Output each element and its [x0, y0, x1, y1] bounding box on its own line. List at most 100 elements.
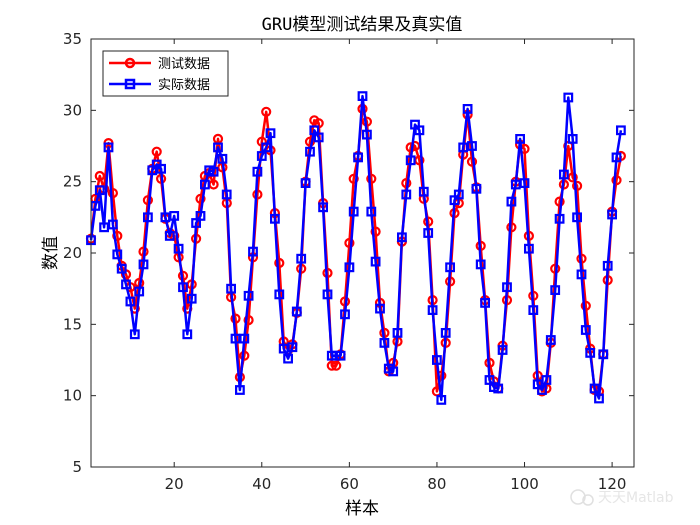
legend: 测试数据 实际数据	[102, 50, 229, 97]
data-point	[515, 134, 525, 144]
data-point	[440, 328, 451, 338]
data-point	[326, 360, 337, 371]
series-layer	[85, 91, 627, 405]
data-point	[208, 166, 219, 177]
data-point	[550, 285, 561, 295]
y-tick-label: 10	[63, 387, 82, 405]
data-point	[125, 296, 136, 307]
data-point	[226, 283, 237, 294]
data-point	[366, 206, 377, 217]
data-point	[112, 230, 123, 241]
data-point	[432, 355, 442, 365]
data-point	[388, 366, 399, 377]
data-point	[436, 370, 447, 381]
watermark-text: 天天Matlab	[598, 490, 674, 506]
data-point	[414, 125, 425, 136]
data-point	[375, 303, 385, 314]
data-point	[423, 228, 434, 238]
data-point	[545, 335, 556, 345]
data-point	[510, 179, 521, 190]
x-tick-label: 40	[252, 475, 271, 493]
data-point	[138, 259, 149, 270]
data-point	[248, 246, 258, 257]
data-point	[335, 350, 346, 361]
data-point	[392, 328, 403, 338]
legend-item-test: 测试数据	[109, 57, 210, 72]
data-point	[186, 293, 197, 304]
data-point	[523, 243, 534, 254]
data-point	[502, 282, 512, 293]
data-point	[235, 385, 245, 395]
data-point	[567, 134, 578, 144]
data-point	[291, 306, 302, 317]
data-point	[195, 211, 206, 221]
data-point	[572, 212, 582, 223]
data-point	[602, 260, 613, 271]
data-point	[611, 175, 622, 186]
data-point	[213, 142, 223, 153]
data-point	[418, 186, 429, 197]
data-point	[519, 178, 530, 189]
data-point	[357, 91, 368, 102]
data-point	[353, 152, 363, 163]
data-point	[401, 189, 412, 200]
y-tick-label: 15	[63, 315, 82, 333]
data-point	[589, 383, 600, 394]
data-point	[554, 213, 565, 224]
data-point	[580, 325, 591, 335]
data-point	[379, 338, 390, 348]
data-point	[230, 333, 241, 344]
data-point	[467, 141, 477, 151]
data-point	[230, 313, 241, 324]
data-point	[160, 212, 171, 223]
data-point	[134, 286, 145, 297]
y-tick-label: 25	[63, 173, 82, 191]
data-point	[370, 256, 381, 267]
data-point	[274, 257, 285, 269]
data-point	[313, 132, 324, 143]
data-point	[265, 128, 276, 139]
data-point	[436, 395, 447, 405]
x-tick-label: 60	[340, 475, 359, 493]
data-point	[405, 155, 416, 166]
data-point	[453, 189, 464, 200]
data-point	[615, 125, 626, 136]
data-point	[427, 305, 438, 315]
data-point	[594, 393, 604, 404]
wechat-logo-icon	[570, 489, 586, 505]
watermark: 天天Matlab	[570, 489, 674, 506]
data-point	[143, 212, 153, 223]
data-point	[506, 196, 517, 207]
y-tick-label: 30	[63, 101, 82, 119]
data-point	[370, 226, 381, 237]
data-point	[270, 213, 280, 224]
data-point	[274, 289, 285, 300]
data-point	[475, 259, 486, 270]
data-point	[173, 243, 184, 254]
data-point	[445, 262, 455, 273]
data-point	[300, 178, 311, 189]
data-point	[409, 140, 421, 152]
data-point	[195, 193, 206, 204]
data-point	[156, 163, 167, 174]
x-tick-label: 120	[598, 475, 627, 493]
data-point	[480, 298, 490, 308]
data-point	[322, 289, 333, 300]
data-point	[112, 249, 123, 260]
data-point	[217, 153, 228, 164]
data-point	[296, 253, 307, 264]
data-point	[99, 222, 110, 233]
chart-title: GRU模型测试结果及真实值	[262, 15, 463, 35]
data-point	[348, 206, 359, 217]
y-axis-label: 数值	[41, 236, 61, 270]
data-point	[471, 183, 482, 194]
data-point	[287, 342, 298, 353]
legend-marker-square	[124, 78, 136, 90]
data-point	[580, 300, 591, 311]
data-point	[116, 263, 127, 274]
legend-box	[102, 50, 229, 97]
data-point	[537, 385, 547, 395]
data-point	[497, 345, 508, 355]
data-point	[94, 185, 105, 196]
data-point	[541, 375, 552, 385]
